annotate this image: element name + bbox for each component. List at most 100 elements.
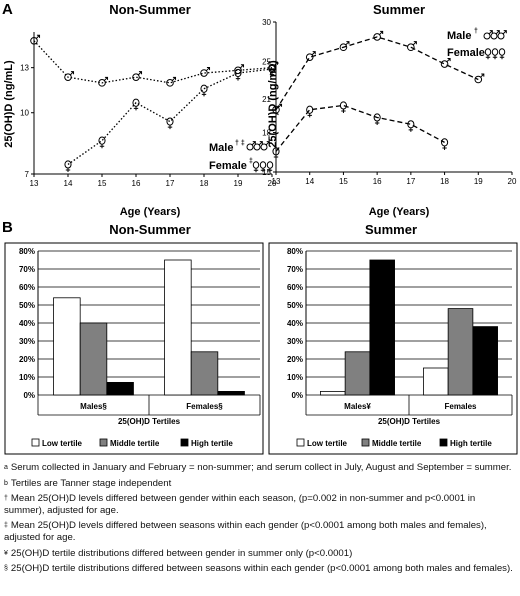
y-tick-label: 25 bbox=[262, 57, 271, 66]
male-symbol-arrow bbox=[488, 30, 493, 35]
male-symbol-icon bbox=[234, 66, 242, 75]
y-tick-label: 13 bbox=[20, 64, 29, 73]
y-tick-label: 10% bbox=[287, 373, 303, 382]
female-symbol-cross bbox=[269, 72, 275, 77]
male-symbol-arrow bbox=[502, 30, 507, 35]
x-tick-label: 19 bbox=[474, 177, 483, 186]
bar-middle-tertile bbox=[190, 351, 219, 396]
male-symbol-arrow bbox=[446, 58, 451, 63]
series-line-male bbox=[33, 40, 273, 84]
x-tick-label: 16 bbox=[373, 177, 382, 186]
footnote: b Tertiles are Tanner stage independent bbox=[4, 478, 516, 490]
female-symbol-icon bbox=[484, 48, 492, 56]
male-symbol-arrow bbox=[277, 103, 283, 108]
y-tick-label: 20% bbox=[287, 355, 303, 364]
legend-label-female: Female bbox=[209, 160, 247, 172]
female-symbol-cross bbox=[492, 55, 498, 60]
legend-swatch-middle bbox=[99, 438, 108, 447]
x-axis-label: 25(OH)D Tertiles bbox=[118, 417, 181, 426]
male-symbol-icon bbox=[474, 75, 483, 84]
line-chart-nonsummer: 7 10 13 13 14 15 16 17 18 19 20 bbox=[20, 32, 279, 188]
male-symbol-icon bbox=[200, 69, 208, 77]
bar-low-tertile bbox=[320, 390, 346, 396]
y-tick-label: 30% bbox=[287, 337, 303, 346]
legend-b-summer: Low tertile Middle tertile High tertile bbox=[296, 438, 492, 448]
category-label: Males¥ bbox=[344, 402, 371, 411]
female-symbol-cross bbox=[260, 168, 266, 173]
male-symbol-icon bbox=[407, 43, 415, 52]
x-tick-label: 14 bbox=[305, 177, 314, 186]
footnote-mark: ¥ bbox=[4, 549, 8, 557]
legend-b-nonsummer: Low tertile Middle tertile High tertile bbox=[31, 438, 233, 448]
male-symbol-icon bbox=[246, 143, 254, 151]
x-tick-label: 15 bbox=[98, 179, 107, 188]
male-symbol-icon bbox=[246, 141, 270, 151]
female-symbol-cross bbox=[235, 76, 241, 81]
female-symbol-cross bbox=[201, 92, 207, 97]
legend-marks-female: ‡ bbox=[249, 158, 253, 165]
male-symbol-icon bbox=[166, 79, 174, 87]
footnote-mark: a bbox=[4, 464, 8, 471]
bar-high-tertile bbox=[369, 259, 395, 396]
legend-label-male: Male bbox=[447, 30, 471, 42]
x-tick-label: 15 bbox=[339, 177, 348, 186]
male-symbol-arrow bbox=[412, 41, 417, 46]
female-symbol-cross bbox=[65, 168, 71, 173]
male-symbol-icon bbox=[339, 43, 348, 52]
y-tick-label: 70% bbox=[287, 265, 303, 274]
x-tick-label: 17 bbox=[166, 179, 175, 188]
y-tick-label: 10 bbox=[20, 109, 29, 118]
female-symbol-icon bbox=[339, 101, 347, 110]
x-axis-label-a-summer: Age (Years) bbox=[369, 206, 430, 218]
y-tick-label: 40% bbox=[287, 319, 303, 328]
y-tick-label: 0% bbox=[23, 391, 35, 400]
female-symbol-icon bbox=[252, 161, 260, 169]
female-symbol-cross bbox=[307, 113, 312, 118]
female-symbol-cross bbox=[167, 125, 173, 130]
category-label: Females§ bbox=[186, 402, 223, 411]
footnote: ‡ Mean 25(OH)D levels differed between se… bbox=[4, 520, 516, 543]
female-symbol-cross bbox=[485, 55, 491, 60]
x-tick-label: 16 bbox=[132, 179, 141, 188]
x-tick-label: 19 bbox=[234, 179, 243, 188]
female-symbol-cross bbox=[99, 144, 105, 149]
legend-label-high: High tertile bbox=[450, 439, 492, 448]
x-tick-label: 20 bbox=[268, 179, 277, 188]
male-symbol-icon bbox=[483, 30, 507, 40]
x-tick-label: 14 bbox=[64, 179, 73, 188]
chart-title-b-summer: Summer bbox=[365, 222, 417, 237]
female-symbol-cross bbox=[133, 106, 139, 111]
female-symbol-cross bbox=[253, 168, 259, 173]
chart-title-a-summer: Summer bbox=[373, 2, 425, 17]
female-symbol-icon bbox=[268, 64, 276, 74]
footnote-mark: ‡ bbox=[4, 522, 8, 530]
male-symbol-icon bbox=[272, 105, 280, 114]
female-symbol-cross bbox=[341, 109, 346, 114]
male-symbol-arrow bbox=[265, 141, 270, 146]
bar-low-tertile bbox=[164, 259, 192, 396]
panel-b-label: B bbox=[2, 219, 13, 236]
y-tick-label: 21 bbox=[262, 95, 271, 104]
female-symbol-cross bbox=[408, 127, 414, 132]
female-symbol-cross bbox=[374, 121, 380, 126]
male-symbol-icon bbox=[490, 32, 498, 40]
male-symbol-arrow bbox=[239, 64, 245, 69]
male-symbol-arrow bbox=[495, 30, 500, 35]
x-tick-label: 18 bbox=[440, 177, 449, 186]
legend-label-middle: Middle tertile bbox=[110, 439, 160, 448]
male-symbol-arrow bbox=[379, 30, 384, 35]
x-tick-label: 18 bbox=[200, 179, 209, 188]
female-symbol-cross bbox=[499, 55, 505, 60]
footnote-text: 25(OH)D tertile distributions differed b… bbox=[10, 563, 513, 575]
x-tick-label: 17 bbox=[406, 177, 415, 186]
male-symbol-arrow bbox=[35, 34, 41, 39]
footnote: ¥25(OH)D tertile distributions differed … bbox=[4, 548, 516, 560]
series-line-female bbox=[275, 104, 445, 152]
chart-title-b-nonsummer: Non-Summer bbox=[109, 222, 191, 237]
legend-label-female: Female bbox=[447, 47, 485, 59]
bar-chart-summer: 0% 10% 20% 30% 40% 50% 60% 70% 80% Males¥ Females2… bbox=[287, 247, 513, 426]
x-axis-label: 25(OH)D Tertiles bbox=[378, 417, 441, 426]
male-symbol-icon bbox=[483, 32, 491, 40]
female-symbol-cross bbox=[267, 168, 273, 173]
y-tick-label: 80% bbox=[19, 247, 35, 256]
